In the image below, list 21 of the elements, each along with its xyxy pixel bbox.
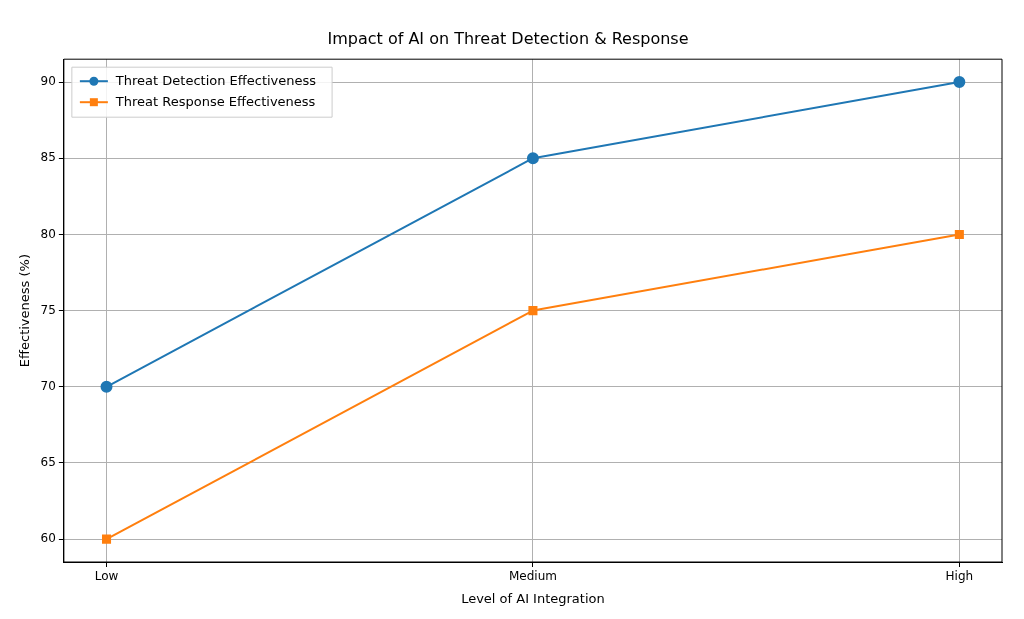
x-tick-label: Low bbox=[94, 569, 119, 584]
legend-label: Threat Detection Effectiveness bbox=[114, 72, 317, 88]
y-tick-label: 60 bbox=[40, 531, 56, 546]
y-axis-title: Effectiveness (%) bbox=[17, 254, 33, 368]
y-tick-label: 65 bbox=[40, 455, 56, 470]
y-tick-label: 80 bbox=[40, 226, 56, 241]
x-tick-label: Medium bbox=[508, 569, 557, 584]
point bbox=[101, 534, 112, 544]
x-tick-label: High bbox=[945, 569, 974, 584]
point bbox=[526, 152, 539, 165]
y-tick-label: 85 bbox=[40, 150, 56, 165]
point bbox=[528, 306, 538, 316]
chart-title: Impact of AI on Threat Detection & Response bbox=[327, 28, 689, 48]
y-tick-label: 90 bbox=[40, 74, 56, 89]
point bbox=[954, 229, 964, 239]
legend-label: Threat Response Effectiveness bbox=[114, 93, 316, 109]
point bbox=[100, 380, 113, 393]
x-axis-title: Level of AI Integration bbox=[461, 590, 605, 606]
y-tick-label: 75 bbox=[40, 302, 56, 317]
y-tick-label: 70 bbox=[40, 378, 56, 393]
point bbox=[953, 76, 966, 89]
